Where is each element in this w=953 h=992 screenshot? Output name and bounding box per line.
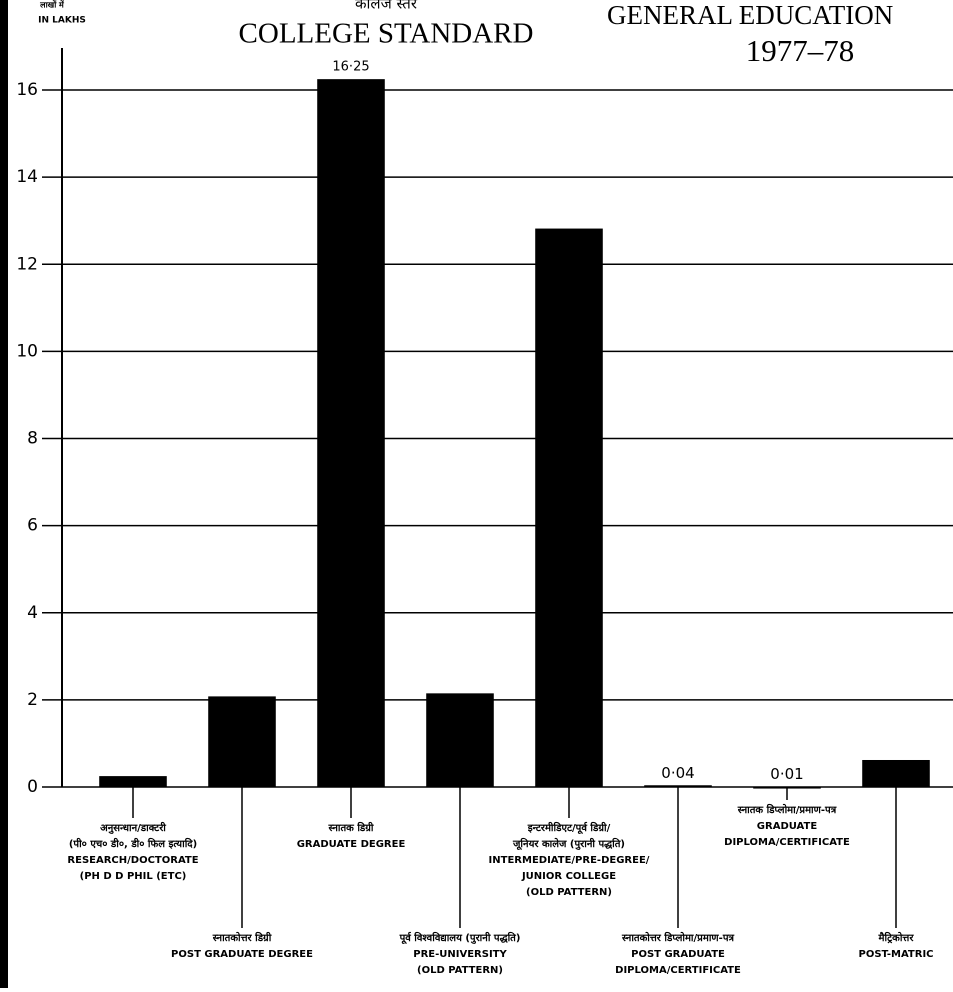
x-tick-label: (OLD PATTERN) bbox=[526, 887, 612, 898]
value-label: 16·25 bbox=[332, 60, 369, 75]
bar bbox=[426, 693, 494, 787]
x-tick-label: POST-MATRIC bbox=[858, 949, 933, 960]
x-tick-label: (पी० एच० डी०, डी० फिल इत्यादि) bbox=[69, 837, 197, 850]
x-tick-label: DIPLOMA/CERTIFICATE bbox=[724, 837, 850, 848]
y-unit-hindi: लाखों में bbox=[39, 0, 65, 10]
x-tick-label: पूर्व विश्वविद्यालय (पुरानी पद्धति) bbox=[399, 931, 521, 945]
x-tick-label: GRADUATE bbox=[757, 821, 818, 832]
y-tick-label: 4 bbox=[27, 603, 38, 623]
y-tick-label: 0 bbox=[27, 777, 38, 797]
bar bbox=[208, 696, 276, 787]
bar bbox=[99, 776, 167, 787]
x-tick-label: इन्टरमीडिएट/पूर्व डिग्री/ bbox=[527, 821, 611, 835]
x-tick-label: DIPLOMA/CERTIFICATE bbox=[615, 965, 741, 976]
y-tick-label: 14 bbox=[16, 167, 38, 187]
y-tick-label: 6 bbox=[27, 516, 38, 536]
x-tick-label: स्नातक डिप्लोमा/प्रमाण-पत्र bbox=[737, 803, 837, 816]
x-tick-label: POST GRADUATE bbox=[631, 949, 725, 960]
x-tick-label: अनुसन्धान/डाक्टरी bbox=[100, 821, 166, 834]
y-unit: IN LAKHS bbox=[38, 16, 86, 26]
chart-year: 1977–78 bbox=[746, 33, 855, 68]
bar bbox=[862, 759, 930, 787]
x-tick-label: INTERMEDIATE/PRE-DEGREE/ bbox=[489, 855, 650, 866]
bar bbox=[317, 79, 385, 787]
chart-title: COLLEGE STANDARD bbox=[239, 18, 534, 50]
y-tick-label: 8 bbox=[27, 429, 38, 449]
x-tick-label: मैट्रिकोत्तर bbox=[878, 931, 915, 944]
value-label: 0·04 bbox=[661, 764, 694, 782]
chart-heading: GENERAL EDUCATION bbox=[607, 0, 893, 30]
bar bbox=[644, 785, 712, 788]
y-tick-label: 10 bbox=[16, 341, 38, 361]
x-tick-label: स्नातकोत्तर डिप्लोमा/प्रमाण-पत्र bbox=[621, 931, 735, 944]
x-tick-label: स्नातक डिग्री bbox=[328, 821, 374, 834]
y-tick-label: 16 bbox=[16, 80, 38, 100]
x-tick-label: (PH D D PHIL (ETC) bbox=[80, 871, 187, 882]
x-tick-label: POST GRADUATE DEGREE bbox=[171, 949, 313, 960]
x-tick-label: GRADUATE DEGREE bbox=[297, 839, 406, 850]
chart-subtitle: कालेज स्तर bbox=[355, 0, 418, 13]
value-label: 0·01 bbox=[770, 765, 803, 783]
x-tick-label: RESEARCH/DOCTORATE bbox=[67, 855, 198, 866]
x-tick-label: स्नातकोत्तर डिग्री bbox=[212, 931, 272, 944]
x-tick-label: (OLD PATTERN) bbox=[417, 965, 503, 976]
scan-border bbox=[0, 0, 8, 988]
y-tick-label: 12 bbox=[16, 254, 38, 274]
x-tick-label: PRE-UNIVERSITY bbox=[413, 949, 507, 960]
bar bbox=[535, 228, 603, 788]
x-tick-label: JUNIOR COLLEGE bbox=[521, 871, 616, 882]
y-tick-label: 2 bbox=[27, 690, 38, 710]
x-tick-label: जूनियर कालेज (पुरानी पद्धति) bbox=[512, 837, 625, 851]
